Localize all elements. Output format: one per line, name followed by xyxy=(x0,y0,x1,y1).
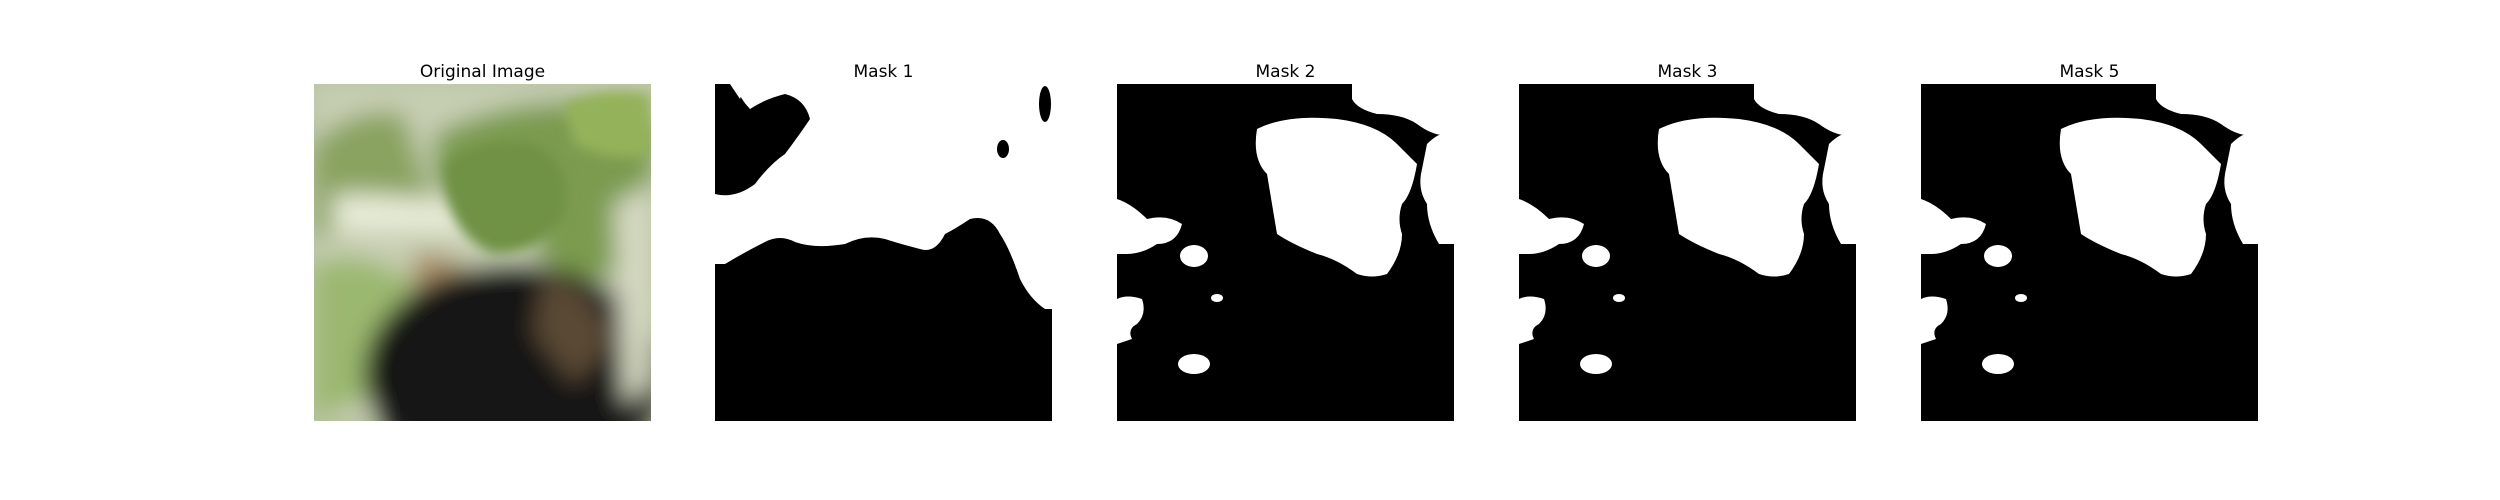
panel-title: Mask 1 xyxy=(715,60,1052,84)
panel-title: Mask 5 xyxy=(1921,60,2258,84)
panel-mask5: Mask 5 xyxy=(1921,60,2258,421)
mask5-image xyxy=(1921,84,2258,421)
mask3-image xyxy=(1519,84,1856,421)
panel-mask3: Mask 3 xyxy=(1519,60,1856,421)
mask2-image xyxy=(1117,84,1454,421)
panel-mask2: Mask 2 xyxy=(1117,60,1454,421)
panel-title: Mask 3 xyxy=(1519,60,1856,84)
panel-original: Original Image xyxy=(314,60,651,421)
original-image xyxy=(314,84,651,421)
panel-title: Mask 2 xyxy=(1117,60,1454,84)
panel-title: Original Image xyxy=(314,60,651,84)
panel-mask1: Mask 1 xyxy=(715,60,1052,421)
mask1-image xyxy=(715,84,1052,421)
